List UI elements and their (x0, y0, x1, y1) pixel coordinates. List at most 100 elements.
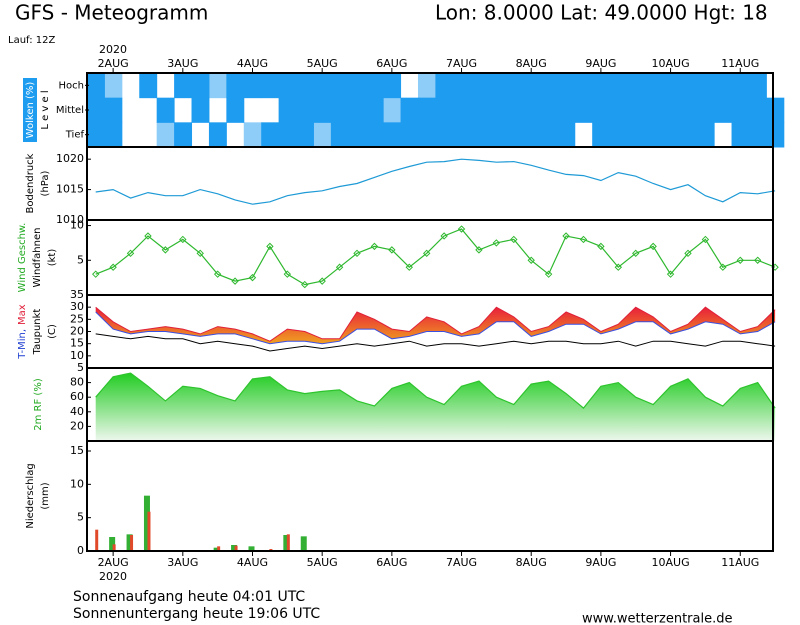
level-label: Tief (65, 130, 85, 141)
cloud-cell (609, 122, 628, 148)
cloud-cell (592, 97, 611, 123)
cloud-cell (261, 98, 279, 123)
cloud-cell (313, 97, 332, 123)
cloud-cell (296, 73, 314, 99)
cloud-cell (696, 122, 715, 148)
marker (684, 249, 692, 258)
marker (632, 249, 640, 258)
x-tick-label: 10AUG (652, 57, 690, 70)
panel-label-part: T-Min, (17, 329, 28, 360)
panel-label: L e v e l (40, 90, 51, 129)
cloud-cell (609, 97, 628, 123)
cloud-cell (156, 122, 175, 148)
cloud-cell (261, 73, 280, 99)
panel-label-part: Taupunkt (32, 309, 43, 356)
panel-label-part: (mm) (40, 482, 51, 509)
x-tick-label: 7AUG (446, 57, 477, 70)
panel-label-part: Max (17, 304, 28, 325)
marker (318, 277, 326, 285)
panel-label: Taupunkt (32, 309, 43, 356)
precip-bar (234, 545, 238, 551)
cloud-cell (226, 97, 245, 123)
precip-bar (126, 534, 133, 551)
panel-label-part: Wolken (%) (25, 82, 36, 139)
x-tick-label: 5AUG (307, 57, 338, 70)
panel-label-part: 2m RF (%) (33, 378, 44, 431)
precip-bar (213, 547, 220, 551)
cloud-cell (435, 122, 454, 148)
cloud-cell (661, 122, 680, 148)
precip-bar (217, 546, 221, 551)
cloud-cell (609, 73, 628, 99)
cloud-cell (592, 73, 611, 99)
cloud-cell (452, 73, 471, 99)
run: Lauf: 12Z (8, 35, 55, 46)
marker (144, 232, 152, 240)
cloud-cell (209, 98, 227, 123)
cloud-cell (417, 97, 436, 123)
title: GFS - Meteogramm (15, 1, 208, 25)
cloud-cell (557, 73, 576, 99)
y-tick-label: 15 (70, 444, 84, 457)
cloud-cell (156, 97, 175, 123)
x-tick-label: 8AUG (516, 57, 547, 70)
cloud-cell (417, 122, 436, 148)
cloud-cell (401, 73, 419, 98)
panel-label: 2m RF (%) (33, 378, 44, 431)
cloud-cell (174, 98, 192, 123)
marker (510, 235, 518, 244)
cloud-cell (644, 122, 663, 148)
precip-bar (286, 534, 290, 551)
cloud-cell (191, 97, 210, 123)
y-tick-label: 30 (70, 300, 84, 313)
cloud-cell (470, 97, 489, 123)
panel-label-part: Bodendruck (25, 153, 36, 213)
series-line (95, 228, 776, 286)
marker (370, 242, 379, 251)
y-tick-label: 10 (70, 349, 84, 362)
cloud-cell (87, 97, 105, 123)
cloud-cell (766, 73, 784, 98)
cloud-cell (243, 73, 262, 99)
cloud-cell (539, 73, 558, 99)
cloud-cell (714, 122, 732, 147)
marker (335, 263, 344, 271)
x-tick-label: 4AUG (237, 556, 268, 569)
year-bottom: 2020 (99, 570, 127, 583)
panel-label: Wolken (%) (25, 82, 36, 139)
cloud-cell (679, 122, 698, 148)
marker (196, 249, 204, 258)
label-box (23, 78, 37, 142)
y-tick-label: 15 (70, 337, 84, 350)
cloud-cell (539, 122, 558, 148)
cloud-cell (104, 97, 123, 123)
marker (213, 270, 222, 278)
marker (353, 249, 361, 258)
cloud-cell (122, 122, 140, 147)
panel-label-part: (C) (47, 324, 58, 339)
precip-bar (231, 545, 238, 551)
cloud-cell (278, 73, 297, 99)
cloud-cell (417, 73, 436, 99)
marker (614, 263, 623, 271)
cloud-cell (731, 97, 750, 123)
cloud-cell (714, 73, 733, 99)
cloud-cell (748, 97, 767, 123)
y-tick-label: 1020 (56, 152, 84, 165)
cloud-cell (208, 73, 227, 99)
marker (266, 242, 274, 251)
cloud-cell (470, 73, 489, 99)
cloud-cell (330, 97, 349, 123)
cloud-cell (627, 122, 645, 148)
x-tick-label: 6AUG (376, 556, 407, 569)
marker (579, 235, 588, 244)
cloud-cell (400, 97, 419, 123)
marker (179, 235, 187, 244)
panel-label-part: Windfahnen (32, 228, 43, 288)
marker (248, 273, 257, 282)
y-tick-label: 1015 (56, 183, 84, 196)
cloud-cell (696, 97, 715, 123)
panel-label: (hPa) (40, 170, 51, 196)
precip-bar (147, 511, 151, 551)
